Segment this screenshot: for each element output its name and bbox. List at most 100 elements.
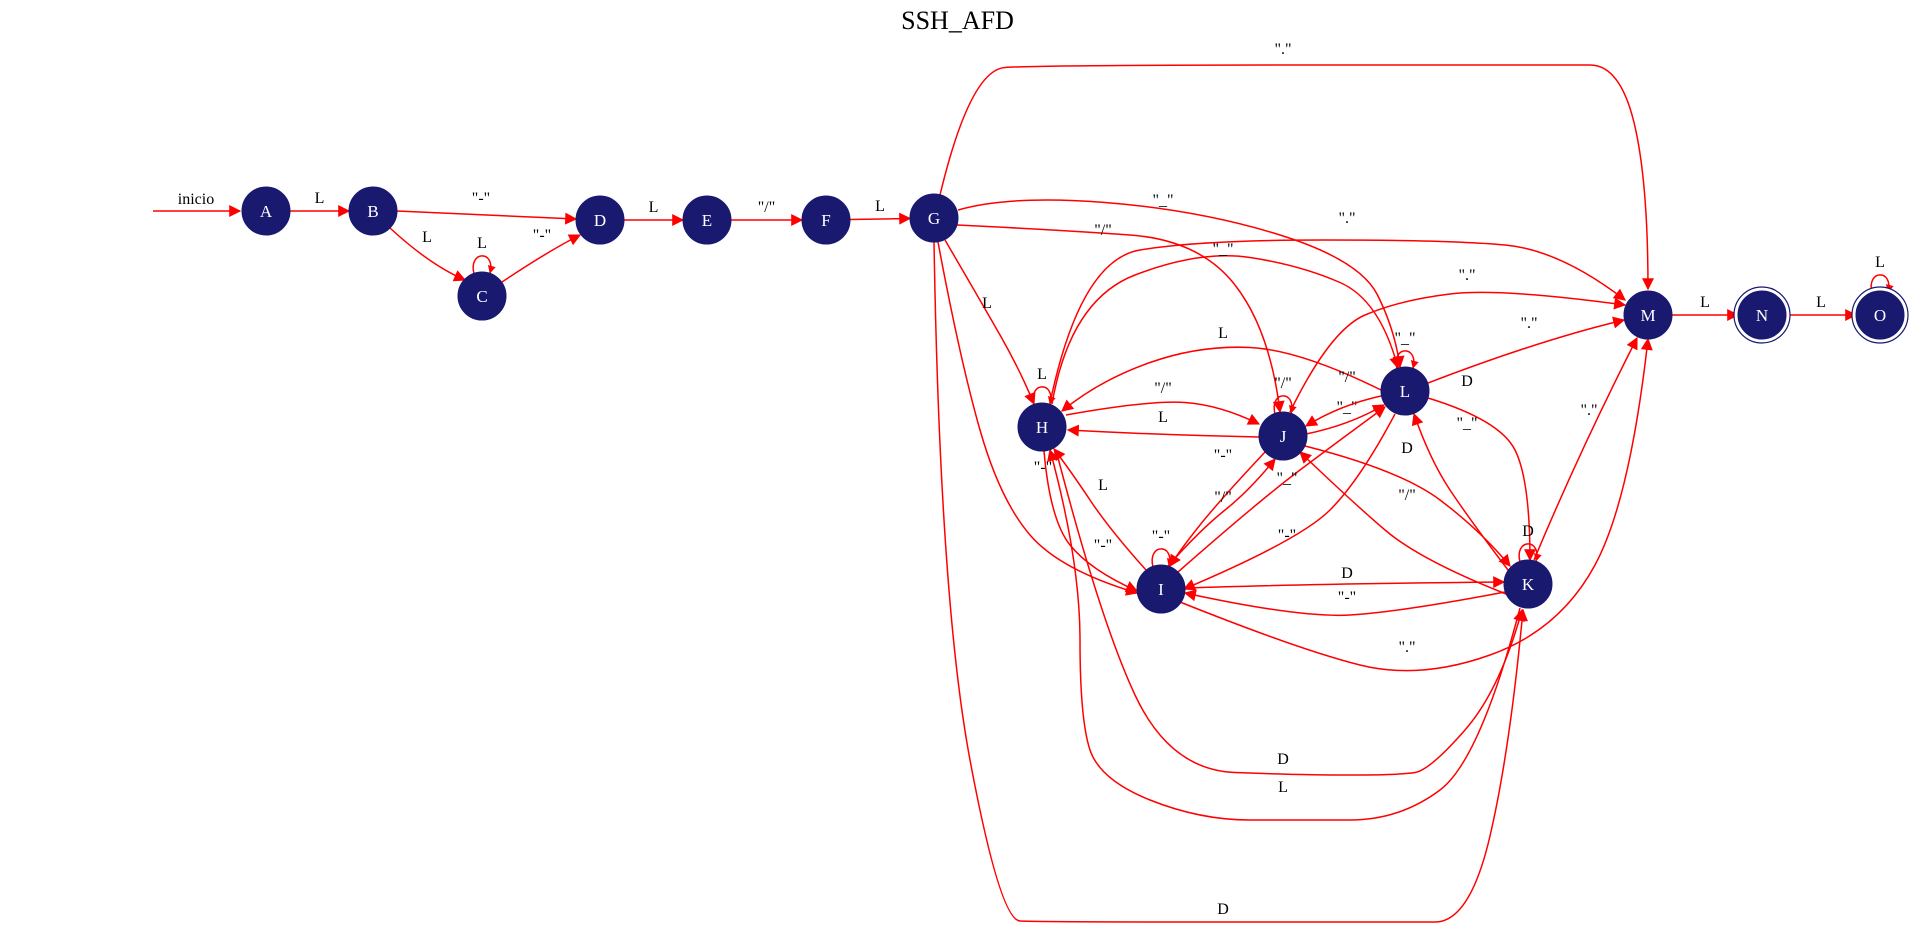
transition-h-i: "-" bbox=[1043, 450, 1139, 593]
transition-i-m: "." bbox=[1179, 337, 1653, 672]
transition-k-m: "." bbox=[1533, 336, 1638, 561]
state-o[interactable]: O bbox=[1851, 286, 1909, 344]
transition-f-g: L bbox=[849, 198, 912, 225]
transition-label: "-" bbox=[1278, 527, 1296, 544]
state-label: C bbox=[476, 287, 487, 306]
transition-line bbox=[1049, 239, 1626, 404]
transition-label: "/" bbox=[758, 199, 776, 216]
transition-j-m: "." bbox=[1289, 267, 1627, 413]
state-label: G bbox=[928, 209, 940, 228]
transition-label: L bbox=[649, 199, 659, 216]
state-g[interactable]: G bbox=[909, 193, 959, 243]
transition-label: "/" bbox=[1094, 222, 1112, 239]
start-transition: inicio bbox=[153, 191, 242, 217]
state-circle bbox=[1855, 290, 1905, 340]
state-i[interactable]: I bbox=[1136, 564, 1186, 614]
transition-line bbox=[1043, 450, 1139, 593]
transition-line bbox=[1055, 449, 1525, 776]
transition-label: D bbox=[1522, 523, 1534, 540]
state-label: J bbox=[1280, 427, 1287, 446]
state-a[interactable]: A bbox=[241, 186, 291, 236]
transition-k-l: "_" bbox=[1411, 412, 1509, 571]
transition-label: L bbox=[422, 229, 432, 246]
transition-label: D bbox=[1461, 373, 1473, 390]
transition-line bbox=[1870, 274, 1894, 294]
transition-label: L bbox=[1700, 294, 1710, 311]
transition-line bbox=[1299, 451, 1507, 595]
state-c[interactable]: C bbox=[457, 271, 507, 321]
state-circle bbox=[801, 195, 851, 245]
transition-label: L bbox=[1875, 254, 1885, 271]
transition-h-k: D bbox=[1055, 449, 1525, 776]
transition-label: L bbox=[1158, 409, 1168, 426]
transition-line bbox=[1273, 395, 1297, 415]
state-circle bbox=[909, 193, 959, 243]
states: A B C D E F G H I J K L M N O bbox=[241, 186, 1909, 614]
transition-line bbox=[1179, 337, 1653, 672]
transition-i-j: "/" bbox=[1167, 458, 1276, 567]
transition-line bbox=[1053, 448, 1147, 571]
transition-l-h: L bbox=[1061, 325, 1382, 412]
transition-line bbox=[944, 239, 1036, 406]
state-circle bbox=[1380, 366, 1430, 416]
transition-label: L bbox=[1278, 779, 1288, 796]
transition-line bbox=[1289, 291, 1627, 413]
transition-line bbox=[957, 199, 1405, 369]
transition-label: "-" bbox=[472, 190, 490, 207]
transition-label: "_" bbox=[1336, 399, 1357, 416]
transitions: L "-" L L "-" L "/" L "." "_" "/" L "-" D "." "_" L "/" "-… bbox=[153, 41, 1894, 923]
transition-label: "/" bbox=[1398, 487, 1416, 504]
diagram-title: SSH_AFD bbox=[901, 6, 1014, 35]
transition-label: L bbox=[477, 235, 487, 252]
state-label: E bbox=[702, 211, 712, 230]
transition-h-l: "_" bbox=[1051, 241, 1402, 405]
state-circle bbox=[348, 186, 398, 236]
state-f[interactable]: F bbox=[801, 195, 851, 245]
state-k[interactable]: K bbox=[1503, 559, 1553, 609]
state-circle bbox=[1136, 564, 1186, 614]
transition-o-o: L bbox=[1870, 254, 1894, 294]
transition-label: "/" bbox=[1154, 380, 1172, 397]
transition-label: D bbox=[1277, 751, 1289, 768]
transition-label: "." bbox=[1338, 210, 1355, 227]
transition-m-n: L bbox=[1672, 294, 1740, 321]
state-h[interactable]: H bbox=[1017, 402, 1067, 452]
transition-line bbox=[1184, 576, 1506, 589]
transition-c-d: "-" bbox=[501, 227, 582, 283]
state-circle bbox=[682, 195, 732, 245]
transition-label: "_" bbox=[1152, 192, 1173, 209]
state-label: L bbox=[1400, 382, 1410, 401]
transition-g-m: "." bbox=[939, 41, 1654, 291]
transition-label: "." bbox=[1520, 315, 1537, 332]
state-l[interactable]: L bbox=[1380, 366, 1430, 416]
transition-a-b: L bbox=[290, 190, 351, 217]
state-e[interactable]: E bbox=[682, 195, 732, 245]
transition-i-l: "_" bbox=[1177, 406, 1386, 573]
transition-k-i: "-" bbox=[1183, 589, 1506, 617]
state-n[interactable]: N bbox=[1733, 286, 1791, 344]
transition-line bbox=[933, 241, 1528, 923]
transition-label: "-" bbox=[533, 227, 551, 244]
state-d[interactable]: D bbox=[575, 195, 625, 245]
state-label: N bbox=[1756, 306, 1768, 325]
transition-g-l: "_" bbox=[957, 192, 1405, 369]
transition-l-l: "_" bbox=[1394, 330, 1419, 370]
state-label: I bbox=[1158, 580, 1164, 599]
transition-label: L bbox=[875, 198, 885, 215]
transition-c-c: L bbox=[472, 235, 496, 275]
transition-label: "/" bbox=[1274, 375, 1292, 392]
state-label: M bbox=[1640, 306, 1655, 325]
transition-label: D bbox=[1341, 565, 1353, 582]
transition-i-k: D bbox=[1184, 565, 1506, 589]
transition-line bbox=[1427, 316, 1626, 384]
state-label: B bbox=[367, 202, 378, 221]
transition-line bbox=[1395, 350, 1419, 370]
state-m[interactable]: M bbox=[1623, 290, 1673, 340]
state-j[interactable]: J bbox=[1258, 411, 1308, 461]
state-label: A bbox=[260, 202, 273, 221]
transition-label: L bbox=[315, 190, 325, 207]
transition-j-h: L bbox=[1066, 409, 1260, 438]
state-b[interactable]: B bbox=[348, 186, 398, 236]
